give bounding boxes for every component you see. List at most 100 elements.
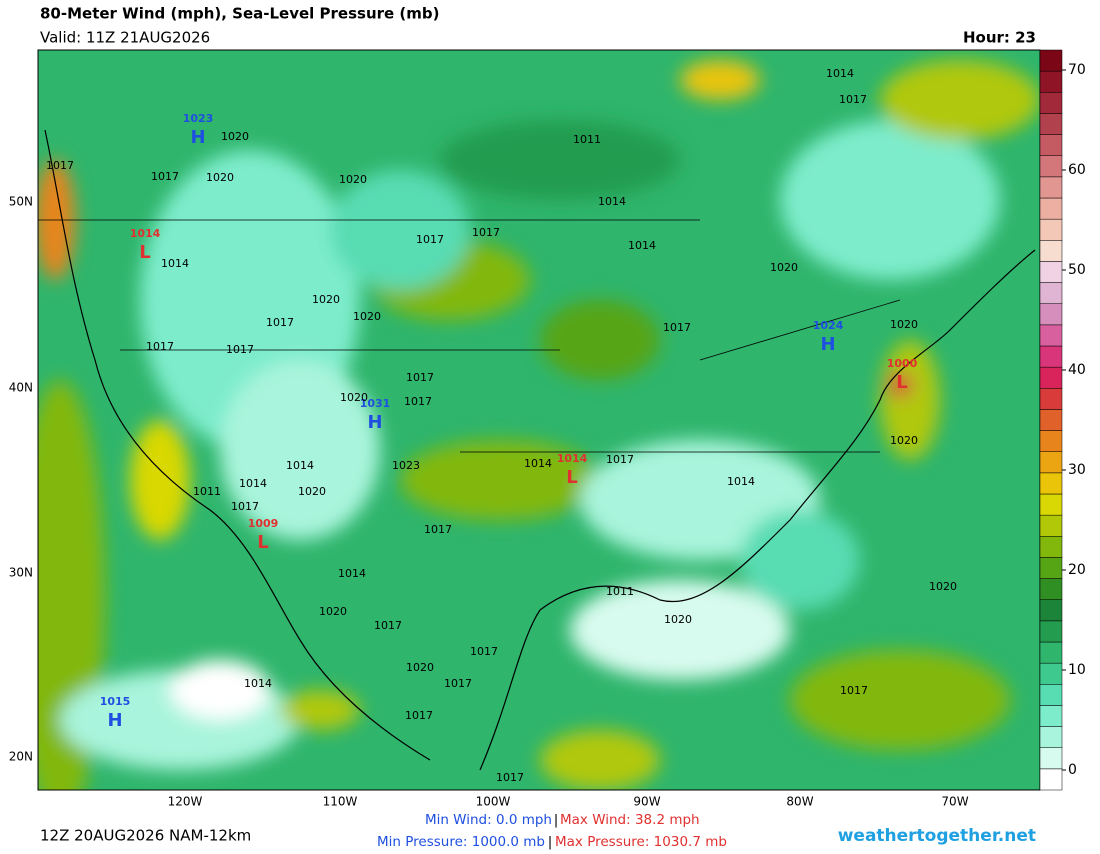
colorbar-swatch: [1039, 240, 1063, 262]
center-value: 1023: [183, 112, 214, 125]
center-value: 1009: [248, 517, 279, 530]
colorbar-label: 70: [1068, 62, 1086, 78]
colorbar-label: 40: [1068, 362, 1086, 378]
colorbar-swatch: [1039, 218, 1063, 241]
lon-label: 100W: [476, 795, 511, 809]
isobar-label: 1017: [496, 771, 524, 784]
lon-label: 80W: [786, 795, 813, 809]
center-value: 1024: [813, 319, 844, 332]
title: 80-Meter Wind (mph), Sea-Level Pressure …: [40, 5, 440, 23]
wind-field: [38, 50, 1040, 790]
isobar-label: 1017: [226, 343, 254, 356]
min-pressure: Min Pressure: 1000.0 mb: [377, 834, 545, 850]
colorbar-swatch: [1039, 557, 1063, 579]
colorbar-swatch: [1039, 388, 1063, 410]
colorbar-swatch: [1039, 451, 1063, 474]
colorbar-swatch: [1039, 641, 1063, 664]
isobar-label: 1014: [338, 567, 366, 580]
colorbar-label: 30: [1068, 462, 1086, 478]
forecast-hour: Hour: 23: [963, 29, 1036, 47]
colorbar-label: 50: [1068, 262, 1086, 278]
isobar-label: 1017: [840, 684, 868, 697]
isobar-label: 1020: [406, 661, 434, 674]
colorbar-swatch: [1039, 70, 1063, 93]
center-letter: H: [367, 412, 382, 433]
lon-labels: 120W 110W 100W 90W 80W 70W: [168, 795, 969, 809]
valid-time: Valid: 11Z 21AUG2026: [40, 29, 210, 47]
colorbar-swatch: [1039, 684, 1063, 706]
center-value: 1031: [360, 397, 391, 410]
isobar-label: 1017: [606, 453, 634, 466]
separator: |: [554, 812, 559, 828]
colorbar-swatch: [1039, 472, 1063, 495]
isobar-label: 1014: [239, 477, 267, 490]
site-credit[interactable]: weathertogether.net: [838, 826, 1036, 846]
colorbar: 0 10 20 30 40 50 60 70: [1039, 49, 1086, 791]
center-value: 1000: [887, 357, 918, 370]
isobar-label: 1020: [929, 580, 957, 593]
isobar-label: 1014: [727, 475, 755, 488]
colorbar-swatch: [1039, 662, 1063, 685]
min-wind: Min Wind: 0.0 mph: [425, 812, 552, 828]
lat-label: 50N: [9, 195, 33, 209]
model-run: 12Z 20AUG2026 NAM-12km: [40, 827, 251, 845]
isobar-label: 1014: [524, 457, 552, 470]
lat-label: 30N: [9, 566, 33, 580]
isobar-label: 1017: [46, 159, 74, 172]
center-letter: H: [820, 334, 835, 355]
isobar-label: 1020: [890, 318, 918, 331]
isobar-label: 1017: [406, 371, 434, 384]
lon-label: 120W: [168, 795, 203, 809]
colorbar-swatch: [1039, 282, 1063, 304]
isobar-label: 1014: [161, 257, 189, 270]
isobar-label: 1017: [405, 709, 433, 722]
colorbar-swatch: [1039, 155, 1063, 178]
isobar-label: 1020: [339, 173, 367, 186]
colorbar-label: 60: [1068, 162, 1086, 178]
isobar-label: 1011: [606, 585, 634, 598]
center-letter: H: [107, 710, 122, 731]
colorbar-label: 10: [1068, 662, 1086, 678]
lat-label: 20N: [9, 750, 33, 764]
max-pressure: Max Pressure: 1030.7 mb: [555, 834, 727, 850]
colorbar-swatch: [1039, 303, 1063, 326]
colorbar-swatch: [1039, 176, 1063, 199]
lon-label: 110W: [323, 795, 358, 809]
isobar-label: 1017: [231, 500, 259, 513]
lon-label: 70W: [941, 795, 968, 809]
isobar-label: 1020: [206, 171, 234, 184]
colorbar-swatch: [1039, 366, 1063, 389]
isobar-label: 1020: [664, 613, 692, 626]
center-letter: L: [566, 467, 577, 488]
isobar-label: 1011: [193, 485, 221, 498]
isobar-label: 1017: [146, 340, 174, 353]
isobar-label: 1014: [628, 239, 656, 252]
max-wind: Max Wind: 38.2 mph: [560, 812, 700, 828]
colorbar-swatch: [1039, 620, 1063, 643]
isobar-label: 1020: [319, 605, 347, 618]
colorbar-swatch: [1039, 134, 1063, 156]
isobar-label: 1017: [404, 395, 432, 408]
isobar-label: 1020: [890, 434, 918, 447]
isobar-label: 1017: [839, 93, 867, 106]
isobar-label: 1017: [472, 226, 500, 239]
isobar-label: 1020: [298, 485, 326, 498]
center-value: 1014: [557, 452, 588, 465]
center-value: 1015: [100, 695, 131, 708]
colorbar-swatch: [1039, 197, 1063, 220]
colorbar-swatch: [1039, 578, 1063, 600]
colorbar-swatch: [1039, 409, 1063, 431]
colorbar-swatch: [1039, 261, 1063, 283]
isobar-label: 1020: [221, 130, 249, 143]
colorbar-swatch: [1039, 493, 1063, 516]
colorbar-swatch: [1039, 324, 1063, 347]
center-letter: L: [257, 532, 268, 553]
isobar-label: 1020: [312, 293, 340, 306]
colorbar-swatch: [1039, 49, 1063, 72]
isobar-label: 1017: [416, 233, 444, 246]
colorbar-swatch: [1039, 599, 1063, 622]
isobar-label: 1017: [266, 316, 294, 329]
isobar-label: 1017: [663, 321, 691, 334]
lon-label: 90W: [633, 795, 660, 809]
colorbar-swatch: [1039, 747, 1063, 770]
